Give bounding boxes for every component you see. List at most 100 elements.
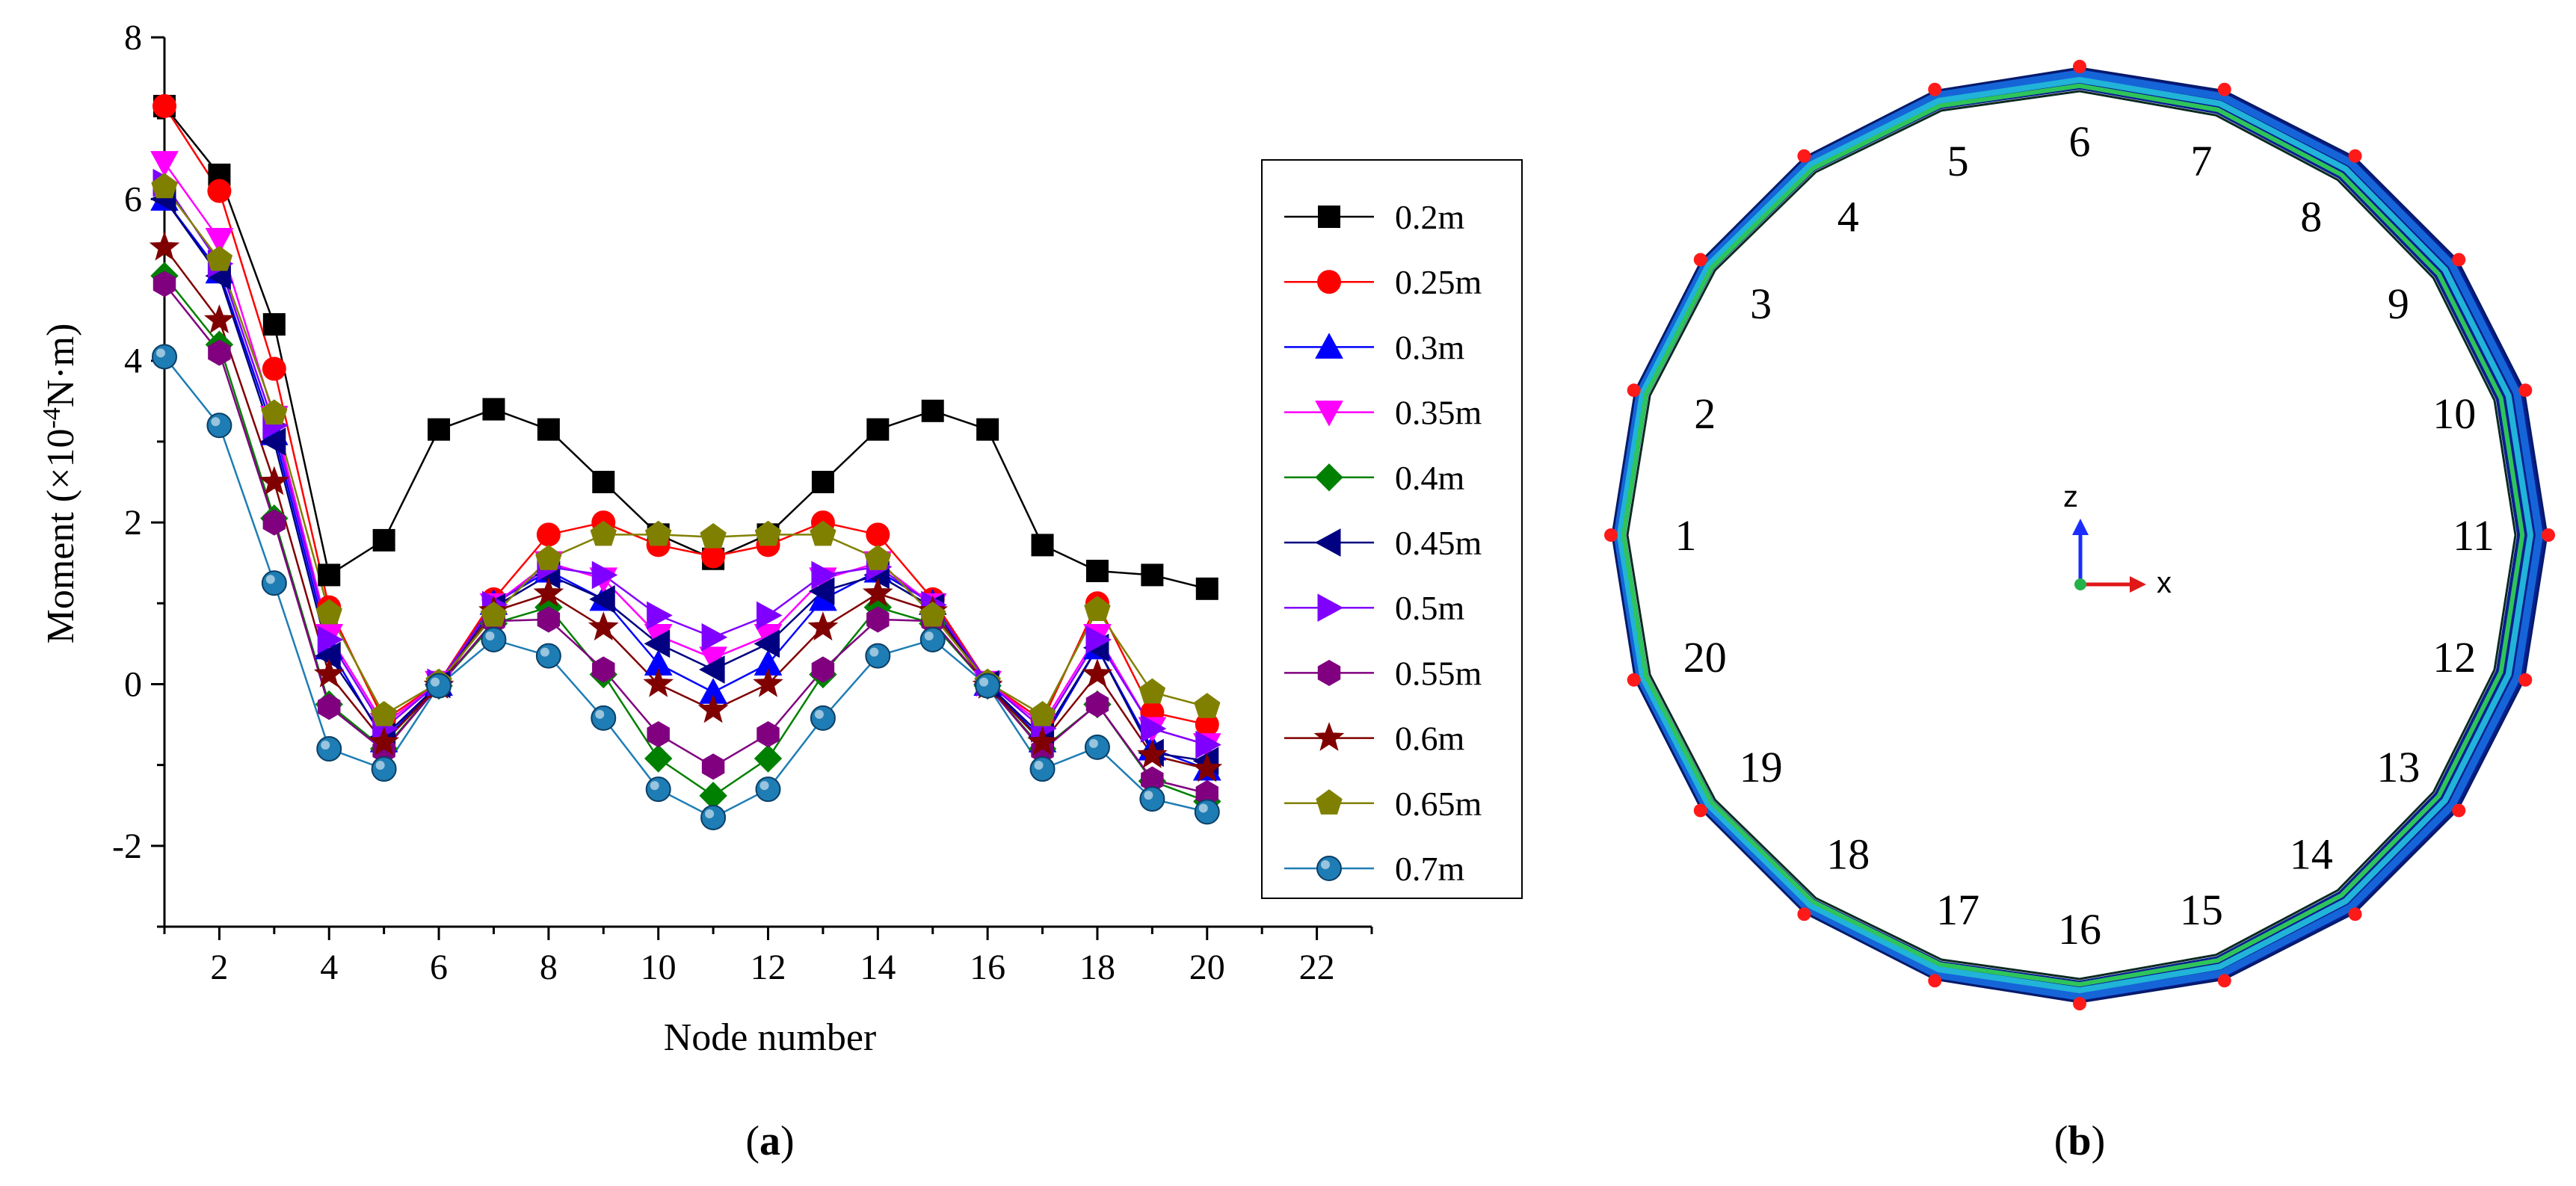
data-point-0.7m bbox=[535, 643, 561, 669]
data-point-0.65m bbox=[315, 599, 342, 625]
data-point-0.7m bbox=[1029, 756, 1056, 782]
data-point-0.7m bbox=[810, 705, 836, 731]
data-point-0.6m bbox=[313, 658, 345, 688]
ring-node-dot bbox=[2073, 60, 2086, 73]
legend-marker-0.4m bbox=[1315, 463, 1343, 492]
data-point-0.25m bbox=[207, 179, 232, 203]
ring-node-dot bbox=[1797, 149, 1811, 163]
data-point-0.55m bbox=[866, 606, 890, 633]
data-point-0.4m bbox=[644, 744, 673, 773]
ring-node-label: 2 bbox=[1694, 389, 1716, 438]
data-point-0.6m bbox=[862, 577, 893, 607]
legend-marker-0.5m bbox=[1317, 593, 1344, 623]
x-arrowhead-icon bbox=[2130, 576, 2146, 593]
ring-node-label: 13 bbox=[2376, 743, 2420, 791]
data-point-0.2m bbox=[537, 418, 560, 441]
data-point-0.65m bbox=[644, 520, 672, 546]
data-point-0.5m bbox=[591, 560, 618, 590]
tick-labels: 2 4 6 8 10 12 14 16 18 20 22 -2 0 2 4 6 8 bbox=[112, 18, 1335, 987]
data-point-0.7m-body bbox=[865, 643, 891, 669]
x-tick-label: 20 bbox=[1189, 948, 1225, 987]
data-point-0.7m-highlight bbox=[211, 417, 221, 427]
data-point-0.6m bbox=[204, 304, 235, 333]
data-point-0.55m bbox=[208, 339, 231, 366]
ring-node-dot bbox=[1627, 673, 1641, 687]
data-point-0.2m bbox=[592, 471, 615, 493]
y-tick-label: 8 bbox=[124, 18, 142, 58]
legend-marker-0.55m bbox=[1317, 659, 1341, 686]
data-point-0.65m bbox=[1084, 596, 1111, 621]
ring-node-dot bbox=[2518, 673, 2533, 687]
data-point-0.7m-highlight bbox=[595, 709, 605, 719]
data-point-0.7m-highlight bbox=[431, 677, 440, 687]
z-axis-label: z bbox=[2063, 481, 2078, 513]
data-point-0.55m bbox=[1085, 691, 1109, 718]
data-point-0.5m bbox=[701, 623, 728, 652]
data-point-0.25m bbox=[1195, 712, 1219, 737]
data-point-0.2m bbox=[372, 528, 395, 552]
data-point-0.6m bbox=[1136, 739, 1168, 768]
data-point-0.45m bbox=[644, 629, 671, 658]
legend-marker-0.6m bbox=[1313, 722, 1345, 751]
data-point-0.7m-highlight bbox=[979, 677, 989, 687]
data-point-0.7m bbox=[645, 776, 671, 803]
data-point-0.55m bbox=[262, 509, 286, 536]
x-tick-label: 12 bbox=[751, 948, 786, 987]
ring-node-dot bbox=[1928, 974, 1942, 988]
data-point-0.35m bbox=[205, 227, 234, 254]
x-tick-label: 2 bbox=[210, 948, 228, 987]
data-point-0.7m-highlight bbox=[375, 761, 385, 770]
legend-label-0.45m: 0.45m bbox=[1395, 524, 1482, 562]
ring-node-dot bbox=[2217, 82, 2231, 96]
data-point-0.2m bbox=[428, 418, 451, 441]
data-point-0.4m bbox=[754, 744, 783, 773]
ring-node-label: 4 bbox=[1837, 193, 1859, 241]
data-point-0.7m-highlight bbox=[1144, 791, 1153, 800]
data-point-0.7m bbox=[975, 673, 1001, 699]
data-point-0.2m bbox=[262, 313, 286, 336]
x-axis-label: Node number bbox=[664, 1016, 876, 1059]
legend-marker-0.7m bbox=[1316, 856, 1342, 881]
ring-node-dot bbox=[1693, 803, 1707, 818]
data-point-0.55m bbox=[318, 694, 341, 720]
y-tick-label: 2 bbox=[124, 503, 142, 543]
data-point-0.2m bbox=[921, 399, 944, 422]
data-point-0.7m-highlight bbox=[156, 348, 165, 358]
data-point-0.7m-body bbox=[481, 626, 507, 652]
data-point-0.7m bbox=[700, 804, 727, 830]
ring-node-dot bbox=[1604, 528, 1618, 542]
ring-node-label: 17 bbox=[1936, 886, 1979, 934]
data-point-0.65m bbox=[864, 545, 892, 570]
data-point-0.2m bbox=[318, 563, 341, 587]
data-point-0.7m-highlight bbox=[759, 781, 769, 791]
data-point-0.5m bbox=[811, 560, 837, 590]
data-point-0.35m bbox=[150, 151, 179, 177]
data-point-0.7m-body bbox=[591, 705, 617, 731]
data-point-0.7m bbox=[152, 344, 177, 370]
data-point-0.2m bbox=[866, 418, 890, 441]
ring-node-dot bbox=[2452, 253, 2466, 267]
ring-band-2 bbox=[1621, 83, 2525, 987]
data-point-0.7m bbox=[865, 643, 891, 669]
data-point-0.7m bbox=[371, 756, 397, 782]
data-point-0.7m bbox=[1084, 734, 1110, 760]
ring-node-label: 14 bbox=[2290, 830, 2333, 878]
data-point-0.7m-body bbox=[810, 705, 836, 731]
ring-node-label: 20 bbox=[1683, 633, 1727, 682]
ring-node-label: 18 bbox=[1826, 830, 1870, 878]
panel-label-a-open: ( bbox=[745, 1118, 759, 1164]
data-point-0.65m bbox=[480, 601, 508, 627]
legend: 0.2m 0.25m 0.3m 0.35m 0.4m 0.45m 0.5m 0.55m 0.6m… bbox=[1261, 159, 1523, 899]
panel-label-b-letter: b bbox=[2068, 1118, 2091, 1164]
data-point-0.7m bbox=[591, 705, 617, 731]
x-tick-label: 10 bbox=[641, 948, 677, 987]
data-point-0.7m-body bbox=[975, 673, 1001, 699]
panel-label-b-close: ) bbox=[2092, 1118, 2106, 1164]
data-point-0.65m bbox=[261, 399, 288, 425]
data-point-0.6m bbox=[1192, 753, 1223, 782]
data-point-0.65m bbox=[370, 700, 398, 726]
ring-nodes bbox=[1604, 60, 2555, 1010]
ring-node-dot bbox=[1693, 253, 1707, 267]
